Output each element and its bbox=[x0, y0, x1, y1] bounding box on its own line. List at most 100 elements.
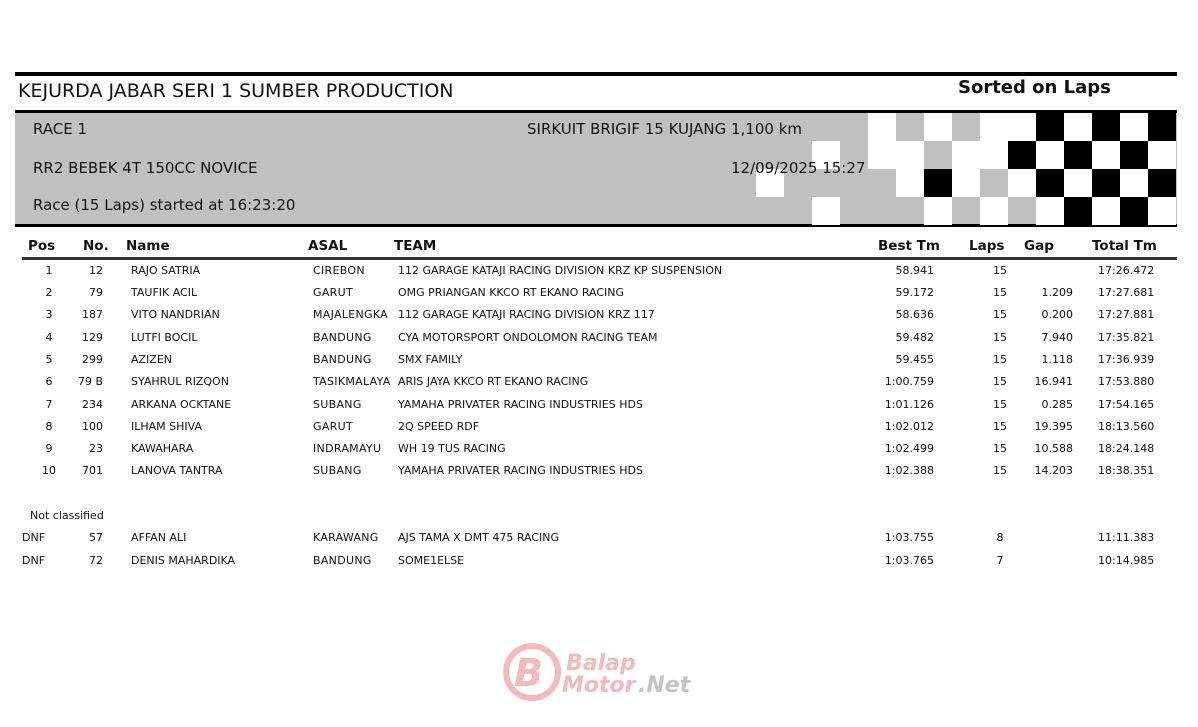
cell-team: OMG PRIANGAN KKCO RT EKANO RACING bbox=[398, 286, 625, 299]
cell-laps: 15 bbox=[993, 264, 1007, 277]
cell-gap: 16.941 bbox=[1034, 375, 1074, 388]
cell-pos: 1 bbox=[45, 264, 53, 277]
cell-laps: 8 bbox=[996, 531, 1004, 544]
cell-asal: SUBANG bbox=[313, 464, 362, 477]
cell-total: 17:54.165 bbox=[1098, 398, 1155, 411]
cell-gap: 0.200 bbox=[1041, 308, 1074, 321]
cell-no: 299 bbox=[82, 353, 103, 366]
result-row: 3 187 VITO NANDRIAN MAJALENGKA 112 GARAGE KA… bbox=[0, 308, 1198, 328]
cell-asal: SUBANG bbox=[313, 398, 362, 411]
cell-team: 112 GARAGE KATAJI RACING DIVISION KRZ 11… bbox=[398, 308, 655, 321]
datetime-label: 12/09/2025 15:27 bbox=[731, 159, 866, 177]
cell-pos: DNF bbox=[22, 531, 46, 544]
start-info: Race (15 Laps) started at 16:23:20 bbox=[33, 196, 296, 214]
checker-square bbox=[812, 197, 840, 225]
cell-gap: 7.940 bbox=[1041, 331, 1074, 344]
cell-asal: GARUT bbox=[313, 286, 353, 299]
cell-no: 79 bbox=[89, 286, 103, 299]
cell-total: 18:38.351 bbox=[1098, 464, 1155, 477]
checker-square bbox=[924, 113, 952, 141]
col-name: Name bbox=[126, 238, 170, 254]
checker-square bbox=[1008, 113, 1036, 141]
result-row: 5 299 AZIZEN BANDUNG SMX FAMILY 59.455 15 1.118… bbox=[0, 353, 1198, 373]
race-info-band: RACE 1 SIRKUIT BRIGIF 15 KUJANG 1,100 km… bbox=[15, 110, 1177, 227]
cell-name: DENIS MAHARDIKA bbox=[131, 554, 236, 567]
checker-square bbox=[1064, 197, 1092, 225]
cell-no: 72 bbox=[89, 554, 103, 567]
checker-square bbox=[1036, 169, 1064, 197]
cell-gap: 19.395 bbox=[1034, 420, 1074, 433]
cell-best: 1:00.759 bbox=[884, 375, 934, 388]
cell-name: TAUFIK ACIL bbox=[131, 286, 198, 299]
cell-pos: 2 bbox=[45, 286, 53, 299]
checker-square bbox=[1120, 169, 1148, 197]
cell-best: 1:02.388 bbox=[884, 464, 934, 477]
checker-square bbox=[1092, 113, 1120, 141]
checker-square bbox=[952, 169, 980, 197]
cell-name: VITO NANDRIAN bbox=[131, 308, 220, 321]
balapmotor-watermark-logo: B Balap Motor .Net bbox=[500, 642, 715, 706]
cell-pos: 8 bbox=[45, 420, 53, 433]
cell-gap: 1.209 bbox=[1041, 286, 1074, 299]
cell-name: AZIZEN bbox=[131, 353, 173, 366]
cell-team: 112 GARAGE KATAJI RACING DIVISION KRZ KP… bbox=[398, 264, 723, 277]
result-row: 1 12 RAJO SATRIA CIREBON 112 GARAGE KATAJI R… bbox=[0, 264, 1198, 284]
cell-asal: BANDUNG bbox=[313, 554, 372, 567]
cell-name: ARKANA OCKTANE bbox=[131, 398, 232, 411]
cell-total: 10:14.985 bbox=[1098, 554, 1155, 567]
cell-pos: 4 bbox=[45, 331, 53, 344]
cell-team: WH 19 TUS RACING bbox=[398, 442, 506, 455]
cell-no: 234 bbox=[82, 398, 103, 411]
cell-total: 17:26.472 bbox=[1098, 264, 1155, 277]
checker-square bbox=[1148, 197, 1176, 225]
cell-asal: INDRAMAYU bbox=[313, 442, 382, 455]
cell-total: 17:36.939 bbox=[1098, 353, 1155, 366]
col-no: No. bbox=[83, 238, 109, 254]
col-best: Best Tm bbox=[878, 238, 940, 254]
checker-square bbox=[1092, 141, 1120, 169]
cell-team: YAMAHA PRIVATER RACING INDUSTRIES HDS bbox=[398, 398, 643, 411]
result-row: DNF 72 DENIS MAHARDIKA BANDUNG SOME1ELSE 1:03… bbox=[0, 554, 1198, 574]
result-row: 9 23 KAWAHARA INDRAMAYU WH 19 TUS RACING 1:02… bbox=[0, 442, 1198, 462]
cell-total: 18:24.148 bbox=[1098, 442, 1155, 455]
cell-pos: 10 bbox=[42, 464, 56, 477]
cell-no: 701 bbox=[82, 464, 103, 477]
cell-asal: BANDUNG bbox=[313, 353, 372, 366]
cell-name: LUTFI BOCIL bbox=[131, 331, 198, 344]
cell-pos: 9 bbox=[45, 442, 53, 455]
not-classified-label: Not classified bbox=[30, 509, 104, 522]
cell-team: CYA MOTORSPORT ONDOLOMON RACING TEAM bbox=[398, 331, 658, 344]
checker-square bbox=[952, 141, 980, 169]
result-row: DNF 57 AFFAN ALI KARAWANG AJS TAMA X DMT 475… bbox=[0, 531, 1198, 551]
col-pos: Pos bbox=[28, 238, 56, 254]
cell-no: 79 B bbox=[77, 375, 103, 388]
cell-best: 1:01.126 bbox=[884, 398, 934, 411]
cell-gap: 1.118 bbox=[1041, 353, 1074, 366]
cell-no: 12 bbox=[89, 264, 103, 277]
checker-square bbox=[980, 141, 1008, 169]
cell-team: SMX FAMILY bbox=[398, 353, 463, 366]
cell-total: 18:13.560 bbox=[1098, 420, 1155, 433]
col-total: Total Tm bbox=[1092, 238, 1157, 254]
cell-team: 2Q SPEED RDF bbox=[398, 420, 480, 433]
cell-team: SOME1ELSE bbox=[398, 554, 465, 567]
cell-name: ILHAM SHIVA bbox=[131, 420, 203, 433]
cell-best: 59.482 bbox=[895, 331, 935, 344]
cell-gap: 10.588 bbox=[1034, 442, 1074, 455]
cell-laps: 15 bbox=[993, 353, 1007, 366]
event-title: KEJURDA JABAR SERI 1 SUMBER PRODUCTION bbox=[18, 80, 454, 102]
result-row: 2 79 TAUFIK ACIL GARUT OMG PRIANGAN KKCO RT … bbox=[0, 286, 1198, 306]
race-label: RACE 1 bbox=[33, 120, 88, 138]
col-team: TEAM bbox=[394, 238, 437, 254]
cell-team: AJS TAMA X DMT 475 RACING bbox=[398, 531, 560, 544]
checker-square bbox=[1036, 197, 1064, 225]
cell-laps: 7 bbox=[996, 554, 1004, 567]
svg-text:Balap: Balap bbox=[566, 651, 636, 676]
checker-square bbox=[1036, 113, 1064, 141]
checker-square bbox=[1120, 141, 1148, 169]
cell-asal: GARUT bbox=[313, 420, 353, 433]
checker-square bbox=[1092, 169, 1120, 197]
cell-laps: 15 bbox=[993, 420, 1007, 433]
cell-pos: 3 bbox=[45, 308, 53, 321]
cell-no: 100 bbox=[82, 420, 103, 433]
